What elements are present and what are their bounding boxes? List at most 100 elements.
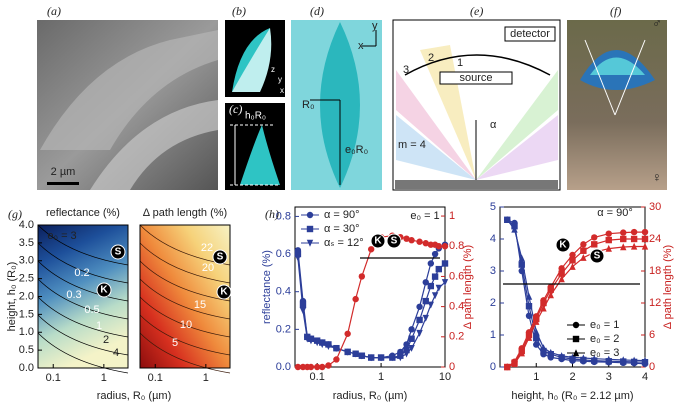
diffraction-fan [396, 70, 476, 180]
panel-label: (f) [610, 4, 621, 18]
marker [307, 363, 315, 371]
marker [377, 354, 385, 362]
y-tick-label: 0.0 [19, 362, 34, 374]
order-label: 3 [403, 64, 409, 76]
marker [591, 234, 598, 241]
marker [540, 299, 547, 307]
contour-line [139, 242, 231, 284]
marker [403, 350, 410, 358]
badge [96, 282, 112, 298]
marker [304, 335, 311, 343]
legend-label: αₛ = 12° [324, 237, 364, 249]
y-tick-label: 2.5 [19, 273, 34, 285]
axis-label: y [278, 75, 282, 84]
legend-marker [306, 211, 314, 219]
order-label: m = 4 [398, 139, 426, 151]
marker [441, 243, 449, 250]
annotation: K [100, 285, 108, 296]
marker [435, 265, 443, 273]
y-axis-label: height, h₀ (R₀) [6, 262, 18, 332]
marker [620, 356, 627, 364]
panel-label: (e) [470, 4, 483, 18]
marker [540, 304, 547, 312]
y2-axis-label: Δ path length (%) [462, 245, 474, 329]
marker [422, 314, 429, 322]
marker [518, 254, 525, 262]
y-tick-label: 0.0 [276, 361, 291, 373]
marker [558, 270, 565, 277]
y-tick-label: 2 [490, 297, 496, 309]
marker [569, 251, 576, 259]
marker [358, 273, 366, 280]
legend-label: α = 90° [324, 209, 360, 221]
x-tick-label: 0.1 [148, 372, 163, 384]
marker [408, 237, 415, 244]
panel-label: (b) [232, 4, 246, 18]
legend-marker [306, 239, 314, 247]
contour-line [139, 278, 231, 320]
marker [358, 352, 366, 360]
marker [389, 354, 396, 362]
marker [591, 241, 598, 248]
cone-shape [240, 125, 280, 185]
marker [408, 326, 415, 333]
annotation: 2 [103, 334, 109, 346]
guide-line [614, 39, 646, 116]
panel-c: h₀R₀ (c) [225, 102, 285, 190]
annotation: 20 [202, 262, 214, 274]
marker [367, 354, 375, 362]
marker [416, 238, 423, 245]
x-axis-label: radius, R₀ (µm) [333, 390, 407, 402]
y2-tick-label: 1 [449, 210, 455, 222]
order-label: 1 [457, 57, 463, 69]
y-tick-label: 1.5 [19, 308, 34, 320]
panel-f: ♂ ♀ (f) [567, 4, 667, 190]
detector-label: detector [510, 28, 550, 40]
y-tick-label: 0.6 [276, 248, 291, 260]
marker [605, 236, 612, 244]
y2-tick-label: 0 [449, 361, 455, 373]
badge [386, 233, 402, 249]
marker [408, 335, 415, 342]
marker [525, 292, 533, 300]
marker [403, 235, 410, 242]
panel-label: (g) [8, 207, 22, 221]
marker [547, 286, 554, 293]
panel-a: 2 µm (a) [37, 4, 218, 190]
panel-label: (h) [265, 207, 279, 221]
marker [422, 240, 429, 247]
contour-line [37, 224, 129, 266]
marker [435, 284, 443, 292]
marker [569, 263, 576, 270]
y-tick-label: 0.2 [276, 323, 291, 335]
annotation: 0.5 [84, 304, 99, 316]
annotation: e₀ = 3 [47, 230, 76, 242]
marker [294, 363, 302, 371]
y2-tick-label: 0.6 [449, 270, 464, 282]
marker [547, 348, 554, 356]
marker [605, 355, 612, 363]
detector-box [504, 26, 556, 42]
chart-title: reflectance (%) [46, 207, 120, 219]
marker [620, 235, 627, 243]
y2-tick-label: 30 [649, 201, 661, 213]
contour-line [139, 260, 231, 302]
marker [431, 250, 439, 258]
marker [605, 230, 612, 237]
annotation: 10 [180, 319, 192, 331]
y-tick-label: 0.5 [19, 344, 34, 356]
annotation: K [220, 287, 228, 298]
sem-lobe [90, 100, 218, 190]
annotation: 4 [113, 347, 119, 359]
y2-tick-label: 0.4 [449, 301, 464, 313]
annotation: 22 [201, 242, 213, 254]
legend-marker [572, 349, 580, 357]
marker [580, 354, 587, 362]
marker [408, 344, 415, 352]
sem-lobe [40, 30, 218, 150]
badge [216, 284, 232, 300]
y2-tick-label: 12 [649, 297, 661, 309]
legend-label: e₀ = 1 [590, 319, 619, 331]
